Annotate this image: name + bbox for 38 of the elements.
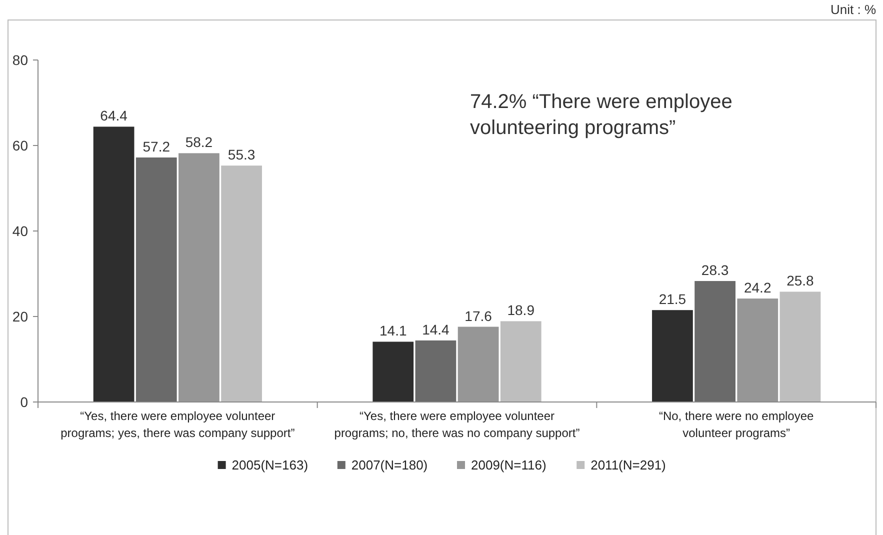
bar — [458, 326, 499, 402]
annotation: 74.2% “There were employee volunteering programs” — [470, 91, 732, 139]
data-label: 25.8 — [786, 272, 814, 289]
text: Unit : % — [830, 2, 876, 17]
x-tick-label: “Yes, there were employee volunteer programs; no, there was no company support” — [334, 409, 580, 440]
bar — [136, 157, 177, 402]
data-label: 28.3 — [701, 262, 729, 278]
bar — [372, 342, 414, 402]
bar — [652, 310, 693, 402]
y-tick-label: 80 — [12, 52, 28, 68]
data-label: 17.6 — [464, 308, 492, 324]
y-tick-label: 0 — [20, 394, 28, 410]
data-label: 58.2 — [185, 134, 213, 150]
bar — [500, 321, 542, 402]
bar — [93, 126, 134, 402]
y-tick-label: 40 — [12, 222, 28, 239]
x-tick-label: “Yes, there were employee volunteer programs; yes, there was company support” — [60, 409, 295, 440]
y-tick-label: 60 — [12, 137, 28, 154]
data-label: 57.2 — [142, 138, 170, 154]
bar — [694, 281, 736, 402]
data-label: 64.4 — [100, 108, 128, 124]
legend-label: 2007(N=180) — [351, 458, 428, 473]
data-label: 14.4 — [422, 321, 450, 338]
bar — [221, 166, 262, 402]
x-tick-label: “No, there were no employee volunteer programs” — [658, 409, 814, 440]
bar — [178, 153, 220, 402]
legend-label: 2005(N=163) — [232, 458, 308, 473]
legend-label: 2011(N=291) — [590, 458, 666, 473]
data-label: 24.2 — [744, 280, 772, 296]
bar — [737, 298, 778, 402]
y-tick-label: 20 — [12, 308, 28, 324]
bar — [780, 292, 821, 402]
data-label: 55.3 — [228, 146, 256, 163]
data-label: 18.9 — [507, 302, 535, 318]
bar — [415, 340, 456, 402]
data-label: 21.5 — [658, 291, 686, 308]
legend-label: 2009(N=116) — [471, 458, 546, 473]
data-label: 14.1 — [380, 322, 407, 339]
